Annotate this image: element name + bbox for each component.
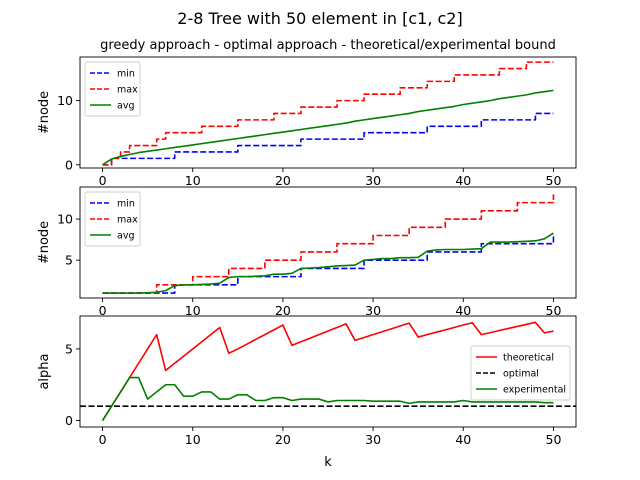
legend-label-experimental: experimental — [503, 385, 566, 396]
x-tick-label: 30 — [365, 173, 381, 188]
legend-label-max: max — [117, 85, 138, 96]
x-tick-label: 0 — [99, 303, 107, 318]
x-tick-label: 50 — [546, 303, 562, 318]
x-tick-label: 10 — [185, 303, 201, 318]
series-line-avg — [102, 89, 554, 166]
legend-box — [470, 345, 571, 401]
series-line-min — [102, 112, 554, 166]
x-tick-label: 10 — [185, 432, 201, 447]
legend-label-avg: avg — [117, 231, 134, 242]
x-tick-label: 40 — [455, 432, 471, 447]
legend-box — [84, 61, 141, 117]
panel-2: 0 10 20 30 40 50 5 10 #node min max avg — [37, 186, 577, 318]
figure-title: 2-8 Tree with 50 element in [c1, c2] — [177, 9, 462, 28]
legend-label-theoretical: theoretical — [503, 353, 554, 364]
series-line-avg — [102, 232, 554, 294]
x-tick-label: 30 — [365, 303, 381, 318]
panel-3: 0 10 20 30 40 50 0 5 alpha k theoretical optimal exp… — [37, 315, 577, 470]
x-tick-label: 20 — [275, 303, 291, 318]
x-axis-label: k — [324, 455, 332, 470]
x-tick-label: 50 — [546, 432, 562, 447]
legend-label-optimal: optimal — [503, 369, 539, 380]
legend-label-min: min — [117, 69, 135, 80]
x-tick-label: 40 — [455, 303, 471, 318]
legend-label-avg: avg — [117, 101, 134, 112]
y-tick-label: 5 — [65, 341, 73, 356]
legend: min max avg — [84, 61, 141, 117]
x-tick-label: 40 — [455, 173, 471, 188]
series-line-max — [102, 194, 555, 294]
series-group — [102, 194, 555, 294]
x-tick-label: 0 — [99, 432, 107, 447]
x-tick-label: 20 — [275, 432, 291, 447]
axes-frame — [79, 56, 577, 169]
axes-frame — [79, 186, 577, 299]
legend-label-min: min — [117, 199, 135, 210]
axes-frame — [79, 315, 577, 428]
y-axis-label: #node — [37, 91, 52, 134]
y-tick-label: 0 — [65, 413, 73, 428]
series-line-experimental — [101, 376, 554, 421]
series-line-theoretical — [101, 321, 554, 421]
y-tick-label: 0 — [65, 157, 73, 172]
series-group — [102, 61, 554, 166]
panel-1: 0 10 20 30 40 50 0 10 #node min max avg — [37, 56, 577, 188]
x-tick-label: 20 — [275, 173, 291, 188]
series-line-min — [102, 235, 555, 294]
series-group — [80, 321, 576, 421]
y-axis-label: alpha — [37, 353, 52, 389]
legend: min max avg — [84, 191, 141, 247]
x-tick-label: 0 — [99, 173, 107, 188]
legend: theoretical optimal experimental — [470, 345, 571, 401]
x-tick-label: 30 — [365, 432, 381, 447]
figure-subtitle: greedy approach - optimal approach - the… — [100, 38, 556, 53]
y-tick-label: 10 — [57, 93, 73, 108]
y-tick-label: 10 — [57, 212, 73, 227]
x-tick-label: 10 — [185, 173, 201, 188]
legend-label-max: max — [117, 215, 138, 226]
x-tick-label: 50 — [546, 173, 562, 188]
series-line-max — [102, 61, 554, 166]
legend-box — [84, 191, 141, 247]
y-axis-label: #node — [37, 221, 52, 264]
y-tick-label: 5 — [65, 253, 73, 268]
